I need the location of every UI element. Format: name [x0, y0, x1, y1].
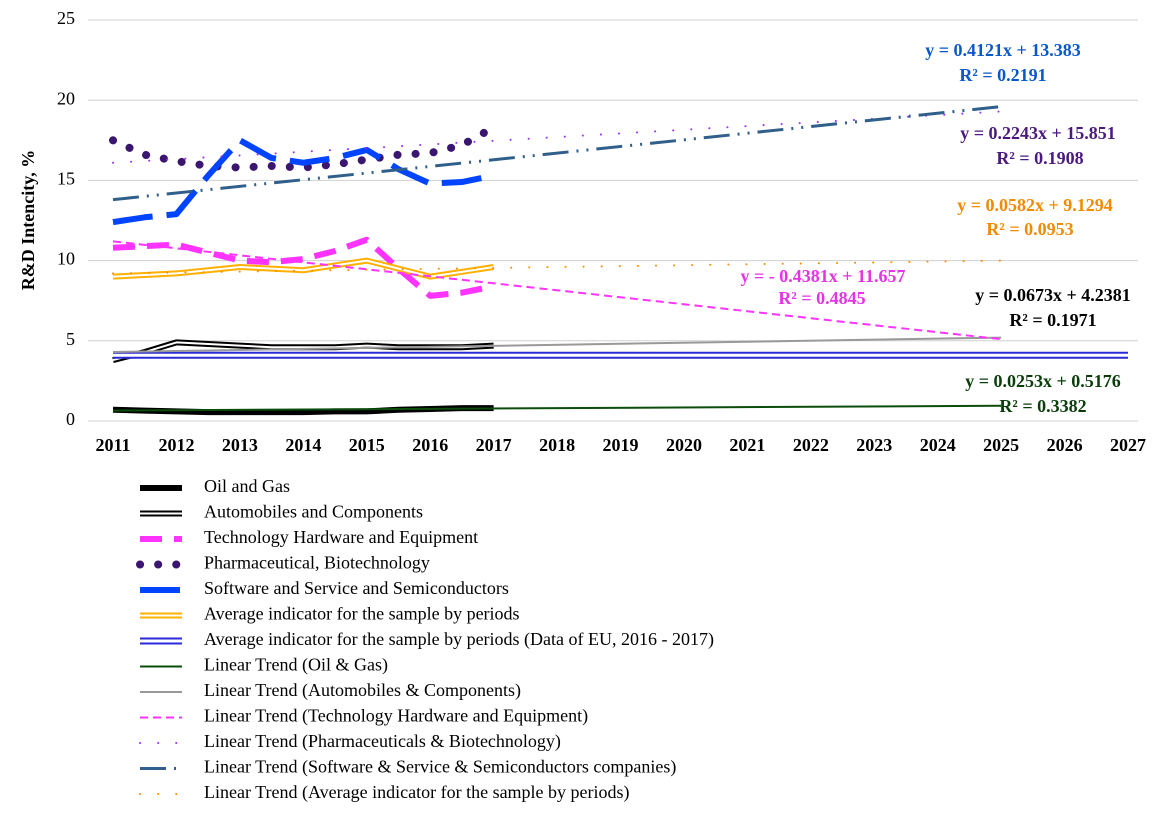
trend-equation: y = 0.0673x + 4.2381	[975, 285, 1131, 305]
x-tick-label: 2012	[158, 435, 194, 455]
trend-equation: R² = 0.2191	[959, 65, 1046, 85]
x-tick-label: 2016	[412, 435, 448, 455]
y-tick-label: 15	[57, 169, 75, 189]
x-tick-label: 2019	[603, 435, 639, 455]
trend-equation: R² = 0.4845	[778, 288, 865, 308]
x-tick-label: 2011	[95, 435, 130, 455]
legend-label: Linear Trend (Pharmaceuticals & Biotechn…	[204, 731, 561, 752]
x-tick-label: 2025	[983, 435, 1019, 455]
trend-equation: R² = 0.0953	[986, 219, 1073, 239]
legend-label: Average indicator for the sample by peri…	[204, 629, 714, 650]
x-tick-label: 2024	[920, 435, 956, 455]
legend-label: Linear Trend (Oil & Gas)	[204, 655, 388, 676]
series-line	[112, 105, 1002, 202]
x-tick-label: 2017	[476, 435, 512, 455]
legend-label: Linear Trend (Automobiles & Components)	[204, 680, 521, 701]
series-line	[112, 336, 1002, 354]
trend-equation: y = 0.4121x + 13.383	[925, 40, 1081, 60]
legend-label: Pharmaceutical, Biotechnology	[204, 553, 430, 573]
trend-equation: y = 0.0582x + 9.1294	[957, 195, 1113, 215]
y-tick-label: 25	[57, 8, 75, 28]
series-line	[112, 110, 1003, 164]
legend-label: Linear Trend (Technology Hardware and Eq…	[204, 706, 588, 727]
legend-label: Linear Trend (Average indicator for the …	[204, 782, 630, 803]
trend-equation: R² = 0.1908	[996, 148, 1083, 168]
legend-label: Automobiles and Components	[204, 502, 423, 522]
legend-label: Linear Trend (Software & Service & Semic…	[204, 757, 676, 778]
y-tick-label: 5	[66, 329, 75, 349]
x-tick-label: 2022	[793, 435, 829, 455]
series-line	[112, 137, 495, 226]
x-tick-label: 2021	[729, 435, 765, 455]
series-line	[112, 236, 495, 299]
series-line	[112, 240, 1002, 341]
y-axis-label: R&D Intencity, %	[18, 150, 38, 291]
trend-equation: y = 0.0253x + 0.5176	[965, 371, 1121, 391]
trend-equation: R² = 0.3382	[999, 396, 1086, 416]
y-tick-label: 10	[57, 249, 75, 269]
x-tick-label: 2015	[349, 435, 385, 455]
y-tick-label: 0	[66, 409, 75, 429]
y-tick-label: 20	[57, 88, 75, 108]
series-line	[109, 123, 498, 172]
legend-label: Software and Service and Semiconductors	[204, 578, 509, 598]
trend-equation: y = - 0.4381x + 11.657	[740, 266, 905, 286]
x-tick-label: 2018	[539, 435, 575, 455]
x-tick-label: 2014	[285, 435, 321, 455]
trend-equation: R² = 0.1971	[1009, 310, 1096, 330]
x-tick-label: 2026	[1047, 435, 1083, 455]
legend-label: Oil and Gas	[204, 476, 290, 496]
x-tick-label: 2013	[222, 435, 258, 455]
series-line	[112, 404, 1002, 412]
legend-label: Average indicator for the sample by peri…	[204, 604, 520, 624]
x-tick-label: 2027	[1110, 435, 1146, 455]
trend-equation: y = 0.2243x + 15.851	[960, 123, 1116, 143]
x-tick-label: 2023	[856, 435, 892, 455]
legend-label: Technology Hardware and Equipment	[204, 527, 478, 547]
x-tick-label: 2020	[666, 435, 702, 455]
